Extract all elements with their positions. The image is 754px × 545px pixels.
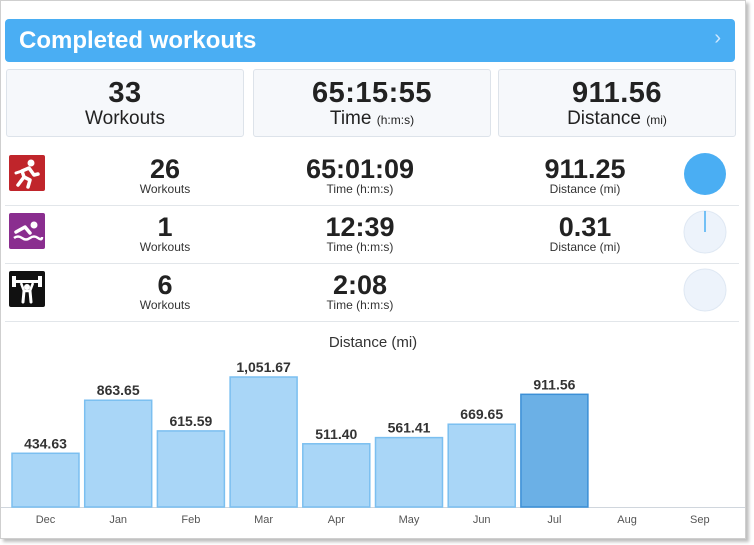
- x-tick-label: Aug: [617, 514, 637, 526]
- weights-time: 2:08 Time (h:m:s): [290, 271, 430, 312]
- swimming-workouts: 1 Workouts: [115, 213, 215, 254]
- chart-bar[interactable]: [302, 443, 371, 508]
- chart-title: Distance (mi): [328, 334, 418, 351]
- distance-bar-chart: 434.63 Dec 863.65 Jan 615.59 Feb 1,051.67 Mar 51…: [1, 359, 745, 526]
- total-time-label: Time: [329, 108, 372, 129]
- running-icon: [9, 155, 45, 191]
- total-distance-label: Distance: [567, 108, 641, 129]
- x-tick-label: May: [399, 514, 420, 526]
- bar-value-label: 863.65: [97, 382, 140, 398]
- running-time: 65:01:09 Time (h:m:s): [290, 155, 430, 196]
- swimming-icon: [9, 213, 45, 249]
- weights-time-value: 2:08: [332, 270, 388, 300]
- chart-bar[interactable]: [229, 376, 298, 508]
- running-time-value: 65:01:09: [305, 154, 415, 184]
- running-distance: 911.25 Distance (mi): [520, 155, 650, 196]
- swimming-share-pie: [683, 210, 727, 254]
- x-tick-label: Jan: [109, 514, 127, 526]
- x-tick-label: Sep: [690, 514, 710, 526]
- x-tick-label: Apr: [328, 514, 345, 526]
- swimming-distance-value: 0.31: [558, 212, 612, 242]
- x-tick-label: Feb: [181, 514, 200, 526]
- weights-share-pie: [683, 268, 727, 312]
- running-share-fill: [684, 153, 726, 195]
- weights-workouts-value: 6: [157, 270, 173, 300]
- total-workouts-label: Workouts: [85, 108, 165, 129]
- x-tick-label: Jul: [547, 514, 561, 526]
- bar-value-label: 615.59: [169, 413, 212, 429]
- chart-bar[interactable]: [520, 393, 589, 508]
- running-workouts-value: 26: [149, 154, 181, 184]
- bar-value-label: 434.63: [24, 435, 67, 451]
- running-share-pie: [684, 153, 726, 195]
- swimming-distance-label: Distance (mi): [549, 240, 621, 254]
- activity-row-swimming[interactable]: 1 Workouts 12:39 Time (h:m:s) 0.31 Dista…: [5, 205, 739, 264]
- swimming-workouts-value: 1: [157, 212, 173, 242]
- chart-bar[interactable]: [374, 436, 444, 508]
- chart-bar[interactable]: [11, 452, 80, 508]
- total-workouts-value: 33: [108, 77, 142, 109]
- x-tick-label: Dec: [36, 514, 56, 526]
- bar-value-label: 911.56: [533, 376, 575, 392]
- running-time-label: Time (h:m:s): [326, 182, 394, 196]
- running-distance-label: Distance (mi): [549, 182, 621, 196]
- total-time-unit: (h:m:s): [376, 113, 415, 127]
- total-distance-value: 911.56: [571, 77, 663, 109]
- bar-value-label: 511.40: [315, 426, 357, 442]
- panel-header[interactable]: Completed workouts ›: [5, 19, 735, 62]
- running-distance-value: 911.25: [544, 154, 626, 184]
- activity-row-running[interactable]: 26 Workouts 65:01:09 Time (h:m:s) 911.25…: [5, 147, 739, 206]
- bar-value-label: 669.65: [460, 406, 503, 422]
- bar-value-label: 561.41: [388, 420, 431, 436]
- x-tick-label: Mar: [254, 514, 273, 526]
- chart-bar[interactable]: [156, 430, 226, 508]
- swimming-distance: 0.31 Distance (mi): [520, 213, 650, 254]
- swimming-time: 12:39 Time (h:m:s): [290, 213, 430, 254]
- swimming-time-label: Time (h:m:s): [326, 240, 394, 254]
- chart-bar[interactable]: [447, 423, 516, 508]
- swimming-workouts-label: Workouts: [139, 240, 191, 254]
- weights-share-empty: [683, 268, 727, 312]
- bar-value-label: 1,051.67: [236, 359, 291, 375]
- activity-row-weights[interactable]: 6 Workouts 2:08 Time (h:m:s): [5, 263, 739, 322]
- swimming-time-value: 12:39: [325, 212, 395, 242]
- total-distance-box: 911.56 Distance (mi): [498, 69, 736, 137]
- chart-bar[interactable]: [83, 399, 153, 508]
- total-distance-unit: (mi): [646, 113, 667, 127]
- total-time-value: 65:15:55: [311, 77, 433, 109]
- x-tick-label: Jun: [473, 514, 491, 526]
- weights-time-label: Time (h:m:s): [326, 298, 394, 312]
- weightlifting-icon: [9, 271, 45, 307]
- running-workouts: 26 Workouts: [115, 155, 215, 196]
- workouts-panel: Completed workouts › 33 Workouts 65:15:5…: [0, 0, 746, 539]
- panel-title: Completed workouts: [19, 27, 257, 54]
- total-workouts-box: 33 Workouts: [6, 69, 244, 137]
- running-workouts-label: Workouts: [139, 182, 191, 196]
- weights-workouts: 6 Workouts: [115, 271, 215, 312]
- weights-workouts-label: Workouts: [139, 298, 191, 312]
- total-time-box: 65:15:55 Time (h:m:s): [253, 69, 491, 137]
- chevron-right-icon[interactable]: ›: [714, 27, 721, 49]
